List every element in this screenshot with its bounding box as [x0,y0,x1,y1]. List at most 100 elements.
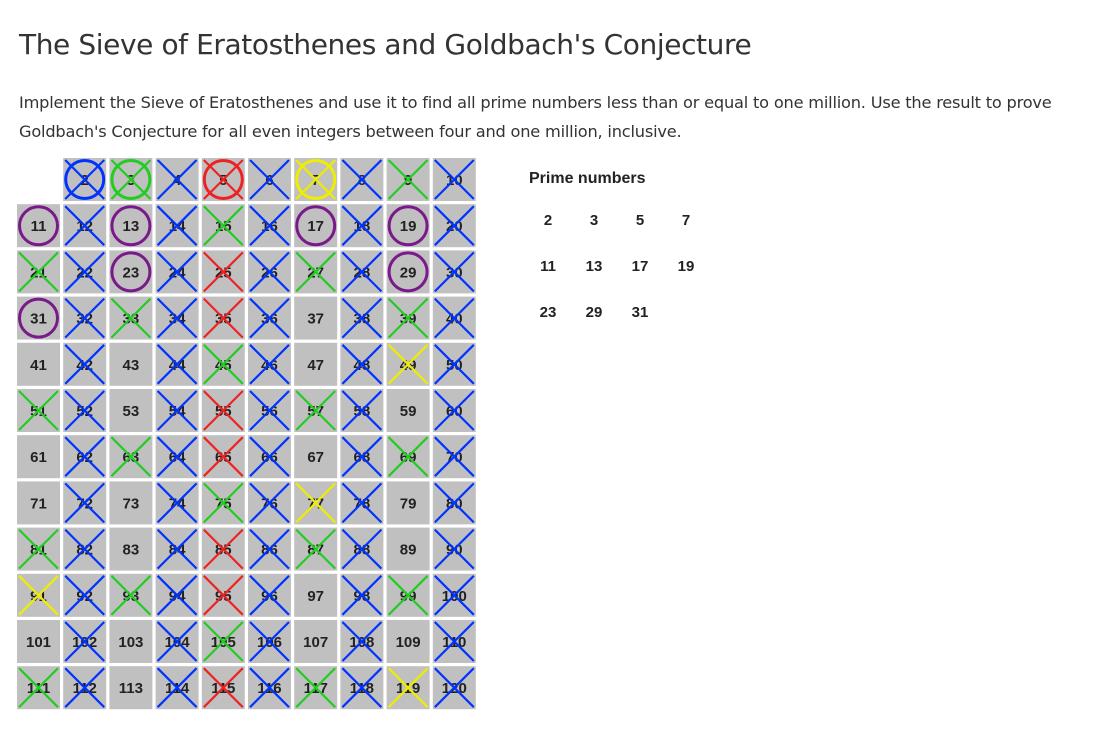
sieve-cell-89: 89 [386,527,430,571]
sieve-cell-46: 46 [248,342,291,386]
sieve-cell-64: 64 [155,435,199,479]
sieve-cell-109: 109 [386,620,430,663]
sieve-cell-100: 100 [432,573,476,617]
cross-mark [203,251,244,293]
prime-value: 13 [585,258,603,275]
cross-mark [64,390,105,431]
sieve-cell-7: 7 [294,158,338,201]
cross-mark [203,482,244,524]
cross-mark [387,344,429,385]
sieve-cell-12: 12 [63,204,107,248]
sieve-cell-54: 54 [155,389,199,432]
sieve-cell-107: 107 [294,620,338,663]
sieve-cell-91: 91 [17,573,60,617]
sieve-cell-101: 101 [17,620,60,663]
cross-mark [156,621,198,662]
cross-mark [341,528,383,570]
sieve-cell-82: 82 [63,527,107,571]
sieve-cell-90: 90 [432,527,476,571]
sieve-cell-70: 70 [432,435,476,479]
sieve-number: 37 [307,311,324,328]
sieve-number: 31 [30,311,47,328]
sieve-cell-69: 69 [386,435,430,479]
sieve-cell-11: 11 [17,204,60,248]
sieve-cell-50: 50 [432,342,476,386]
sieve-cell-92: 92 [63,573,107,617]
cross-mark [156,436,198,477]
cross-mark [434,251,475,293]
sieve-cell-10: 10 [432,158,476,201]
sieve-number: 73 [123,495,140,512]
sieve-cell-32: 32 [63,296,107,340]
cross-mark [64,297,105,339]
sieve-cell-78: 78 [340,481,384,525]
sieve-cell-106: 106 [248,620,291,663]
cross-mark [341,482,383,524]
cross-mark [203,344,244,385]
sieve-number: 29 [400,264,417,281]
sieve-number: 113 [119,680,143,697]
sieve-cell-61: 61 [17,435,60,479]
cross-mark [249,159,290,200]
sieve-cell-35: 35 [201,296,245,340]
cross-mark [295,528,336,570]
cross-mark [64,667,105,708]
sieve-cell-6: 6 [248,158,291,201]
sieve-cell-42: 42 [63,342,107,386]
sieve-cell-116: 116 [248,666,291,710]
cross-mark [434,575,475,616]
sieve-grid: 2345678910111213141516171819202122232425… [17,158,476,710]
prime-row: 2 3 5 7 [529,212,729,258]
sieve-cell-67: 67 [294,435,338,479]
prime-circle [110,205,152,247]
sieve-number: 83 [123,542,140,559]
prime-value: 23 [539,304,557,321]
sieve-cell-57: 57 [294,389,338,432]
sieve-cell-33: 33 [109,296,153,340]
cross-mark [156,205,198,246]
sieve-cell-2: 2 [63,158,107,201]
sieve-cell-13: 13 [109,204,153,248]
cross-mark [203,621,244,662]
cross-mark [434,528,475,570]
sieve-cell-119: 119 [386,666,430,710]
sieve-cell-14: 14 [155,204,199,248]
sieve-cell-115: 115 [201,666,245,710]
cross-mark [156,528,198,570]
sieve-number: 41 [30,357,47,374]
sieve-cell-104: 104 [155,620,199,663]
prime-value: 2 [543,212,553,229]
problem-description: Implement the Sieve of Eratosthenes and … [19,93,1052,141]
sieve-cell-20: 20 [432,204,476,248]
sieve-cell-49: 49 [386,342,430,386]
prime-circle [295,159,337,200]
cross-mark [110,297,152,339]
sieve-cell-31: 31 [17,296,60,340]
prime-value: 7 [681,212,691,229]
cross-mark [341,667,383,708]
cross-mark [249,436,290,477]
sieve-cell-41: 41 [17,342,60,386]
cross-mark [64,528,105,570]
sieve-cell-87: 87 [294,527,338,571]
sieve-cell-43: 43 [109,342,153,386]
cross-mark [249,621,290,662]
sieve-cell-62: 62 [63,435,107,479]
sieve-cell-58: 58 [340,389,384,432]
sieve-cell-103: 103 [109,620,153,663]
sieve-number: 107 [303,634,328,651]
cross-mark [295,667,336,708]
cross-mark [341,621,383,662]
sieve-cell-76: 76 [248,481,291,525]
sieve-number: 17 [307,218,324,235]
sieve-number: 11 [31,218,47,235]
cross-mark [156,390,198,431]
cross-mark [64,344,105,385]
sieve-cell-9: 9 [386,158,430,201]
sieve-cell-110: 110 [432,620,476,663]
prime-circle [202,159,244,200]
sieve-cell-88: 88 [340,527,384,571]
cross-mark [434,667,475,708]
cross-mark [249,297,290,339]
cross-mark [203,297,244,339]
